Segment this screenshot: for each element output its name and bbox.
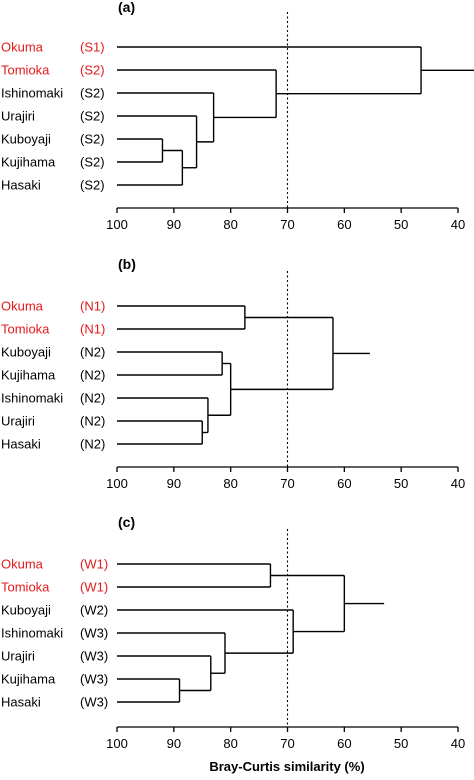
leaf-group-label: (S2) xyxy=(80,86,105,101)
x-tick-label: 60 xyxy=(337,736,351,751)
leaf-group-label: (W3) xyxy=(80,626,108,641)
leaf-label: Hasaki xyxy=(1,178,41,193)
x-tick-label: 90 xyxy=(167,736,181,751)
leaf-label: Okuma xyxy=(1,557,44,572)
leaf-label: Ishinomaki xyxy=(1,391,63,406)
leaf-group-label: (W3) xyxy=(80,649,108,664)
leaf-label: Urajiri xyxy=(1,414,35,429)
leaf-group-label: (N2) xyxy=(80,368,105,383)
x-tick-label: 100 xyxy=(106,476,128,491)
leaf-label: Kuboyaji xyxy=(1,345,51,360)
leaf-group-label: (S2) xyxy=(80,132,105,147)
leaf-label: Urajiri xyxy=(1,109,35,124)
leaf-label: Okuma xyxy=(1,299,44,314)
x-tick-label: 80 xyxy=(223,476,237,491)
leaf-group-label: (W1) xyxy=(80,580,108,595)
leaf-label: Okuma xyxy=(1,40,44,55)
panel-title: (a) xyxy=(118,0,135,15)
leaf-group-label: (W1) xyxy=(80,557,108,572)
leaf-label: Kujihama xyxy=(1,368,56,383)
leaf-group-label: (N2) xyxy=(80,414,105,429)
leaf-group-label: (N2) xyxy=(80,345,105,360)
leaf-group-label: (W2) xyxy=(80,603,108,618)
leaf-label: Kujihama xyxy=(1,155,56,170)
leaf-label: Tomioka xyxy=(1,63,50,78)
x-axis-label: Bray-Curtis similarity (%) xyxy=(209,759,364,774)
leaf-group-label: (N1) xyxy=(80,322,105,337)
leaf-group-label: (N2) xyxy=(80,391,105,406)
leaf-label: Tomioka xyxy=(1,580,50,595)
x-tick-label: 50 xyxy=(394,736,408,751)
x-tick-label: 60 xyxy=(337,217,351,232)
x-tick-label: 100 xyxy=(106,736,128,751)
leaf-group-label: (S2) xyxy=(80,155,105,170)
leaf-label: Tomioka xyxy=(1,322,50,337)
x-tick-label: 40 xyxy=(451,217,465,232)
leaf-label: Kujihama xyxy=(1,672,56,687)
panel-title: (b) xyxy=(118,256,136,272)
leaf-label: Urajiri xyxy=(1,649,35,664)
x-tick-label: 40 xyxy=(451,476,465,491)
x-tick-label: 60 xyxy=(337,476,351,491)
leaf-label: Hasaki xyxy=(1,695,41,710)
x-tick-label: 50 xyxy=(394,476,408,491)
x-tick-label: 70 xyxy=(280,476,294,491)
leaf-group-label: (W3) xyxy=(80,695,108,710)
leaf-label: Ishinomaki xyxy=(1,86,63,101)
leaf-group-label: (W3) xyxy=(80,672,108,687)
leaf-group-label: (S2) xyxy=(80,63,105,78)
leaf-group-label: (N2) xyxy=(80,437,105,452)
leaf-label: Kuboyaji xyxy=(1,132,51,147)
x-tick-label: 50 xyxy=(394,217,408,232)
x-tick-label: 90 xyxy=(167,476,181,491)
leaf-label: Hasaki xyxy=(1,437,41,452)
x-tick-label: 70 xyxy=(280,736,294,751)
leaf-group-label: (N1) xyxy=(80,299,105,314)
leaf-group-label: (S2) xyxy=(80,109,105,124)
x-tick-label: 40 xyxy=(451,736,465,751)
leaf-group-label: (S2) xyxy=(80,178,105,193)
x-tick-label: 70 xyxy=(280,217,294,232)
x-tick-label: 100 xyxy=(106,217,128,232)
x-tick-label: 90 xyxy=(167,217,181,232)
leaf-label: Ishinomaki xyxy=(1,626,63,641)
panel-title: (c) xyxy=(118,514,135,530)
leaf-group-label: (S1) xyxy=(80,40,105,55)
x-tick-label: 80 xyxy=(223,736,237,751)
leaf-label: Kuboyaji xyxy=(1,603,51,618)
x-tick-label: 80 xyxy=(223,217,237,232)
